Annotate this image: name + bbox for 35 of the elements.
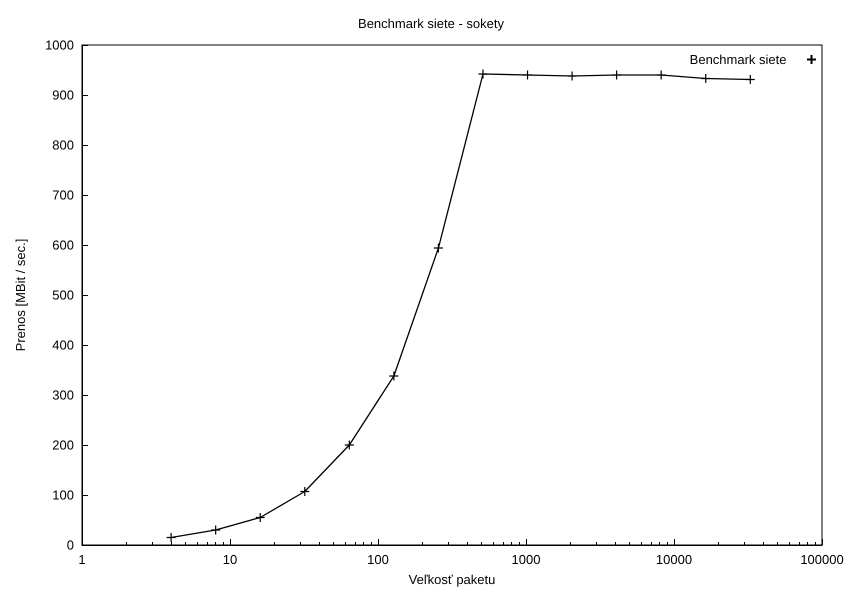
y-axis-title: Prenos [MBit / sec.]: [13, 238, 28, 352]
x-tick-label: 1000: [512, 552, 540, 567]
y-tick-label: 300: [52, 388, 74, 402]
point: [344, 440, 354, 450]
y-tick-label: 900: [52, 88, 74, 102]
point: [300, 486, 310, 497]
x-axis-title: Veľkosť paketu: [408, 572, 496, 587]
x-tick-label: 1: [78, 552, 86, 567]
x-tick-label: 10: [222, 552, 238, 567]
y-tick-label: 100: [52, 488, 74, 502]
y-tick-label: 700: [52, 188, 74, 202]
point: [566, 70, 578, 82]
point: [433, 242, 444, 254]
y-tick-label: 500: [52, 288, 74, 302]
x-tick-label: 100000: [800, 552, 844, 567]
point: [166, 532, 176, 543]
x-tick-label: 10000: [656, 552, 692, 567]
point: [388, 370, 399, 382]
point: [612, 70, 622, 80]
x-tick-label: 100: [367, 552, 389, 567]
y-tick-label: 600: [52, 238, 74, 252]
y-tick-label: 400: [52, 338, 74, 352]
point: [210, 524, 221, 536]
chart-title: Benchmark siete - sokety: [358, 16, 504, 31]
y-tick-label: 200: [52, 438, 74, 452]
y-tick-label: 1000: [45, 38, 74, 52]
point: [255, 512, 266, 523]
y-tick-label: 800: [52, 138, 74, 152]
point: [478, 68, 488, 80]
legend-label: Benchmark siete: [690, 52, 786, 67]
y-tick-label: 0: [66, 538, 74, 552]
point: [745, 74, 756, 85]
point: [656, 70, 666, 80]
point: [700, 73, 711, 84]
point: [522, 70, 533, 80]
